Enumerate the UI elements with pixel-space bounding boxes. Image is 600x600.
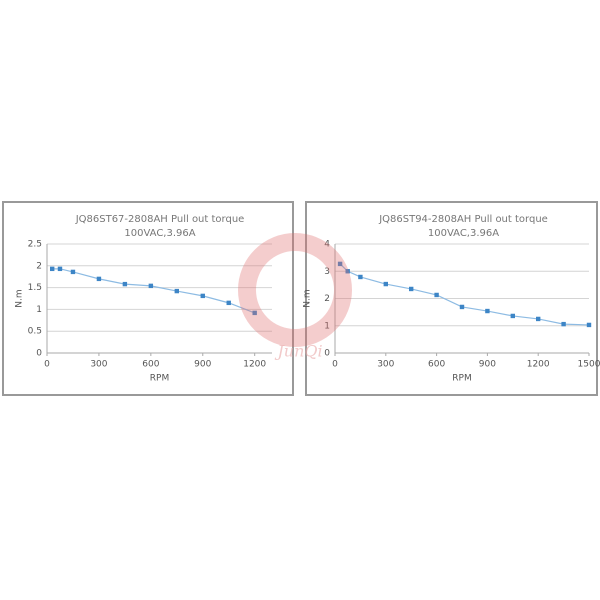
data-point — [510, 313, 515, 319]
y-tick-label: 2 — [36, 261, 42, 271]
x-tick-label: 900 — [194, 360, 211, 370]
chart-frame — [2, 201, 294, 396]
y-tick-label: 1 — [36, 305, 42, 315]
data-point — [383, 281, 388, 287]
x-axis-label: RPM — [452, 374, 471, 384]
data-point — [345, 269, 350, 274]
y-tick-label: 2 — [324, 294, 330, 304]
chart-title: JQ86ST67-2808AH Pull out torque — [75, 214, 245, 225]
x-tick-label: 0 — [44, 360, 50, 370]
data-point — [122, 281, 128, 287]
data-point — [561, 321, 566, 327]
x-tick-label: 300 — [377, 360, 394, 370]
watermark-text: JunQi — [274, 342, 322, 361]
watermark-ring — [238, 233, 352, 347]
x-tick-label: 1200 — [527, 360, 550, 370]
x-tick-label: 0 — [332, 360, 338, 370]
x-tick-label: 600 — [142, 360, 159, 370]
y-tick-label: 3 — [324, 267, 330, 277]
y-axis-label: N.m — [15, 289, 25, 307]
y-tick-label: 2.5 — [28, 240, 42, 250]
data-point — [57, 266, 63, 272]
x-tick-label: 600 — [428, 360, 445, 370]
data-point — [434, 292, 439, 298]
x-tick-label: 1200 — [243, 360, 266, 370]
y-tick-label: 0.5 — [28, 327, 42, 337]
chart-subtitle: 100VAC,3.96A — [428, 228, 499, 239]
chart: JQ86ST94-2808AH Pull out torque 100VAC,3.… — [303, 201, 600, 396]
data-point — [252, 310, 257, 316]
y-tick-label: 1.5 — [28, 283, 42, 293]
data-point — [459, 304, 465, 310]
data-point — [148, 283, 154, 289]
data-point — [174, 288, 180, 294]
data-point — [200, 293, 205, 299]
data-point — [70, 269, 76, 275]
y-tick-label: 4 — [324, 240, 330, 250]
data-point — [358, 274, 363, 280]
data-point — [337, 261, 343, 267]
watermark-logo — [238, 233, 352, 347]
data-point — [49, 266, 55, 272]
series-line — [52, 268, 255, 314]
chart: JQ86ST67-2808AH Pull out torque 100VAC,3.… — [2, 201, 294, 396]
y-axis-label: N.m — [303, 289, 313, 307]
y-tick-label: 1 — [324, 321, 330, 331]
y-tick-label: 0 — [324, 349, 330, 359]
chart-subtitle: 100VAC,3.96A — [124, 228, 195, 239]
data-point — [536, 316, 541, 322]
y-tick-label: 0 — [36, 349, 42, 359]
data-point — [485, 308, 490, 314]
x-tick-label: 900 — [479, 360, 496, 370]
data-point — [586, 322, 592, 328]
data-point — [226, 300, 231, 306]
x-axis-label: RPM — [150, 374, 169, 384]
data-point — [409, 286, 414, 292]
x-tick-label: 1500 — [578, 360, 600, 370]
x-tick-label: 300 — [90, 360, 107, 370]
chart-title: JQ86ST94-2808AH Pull out torque — [378, 214, 548, 225]
data-point — [96, 276, 102, 282]
